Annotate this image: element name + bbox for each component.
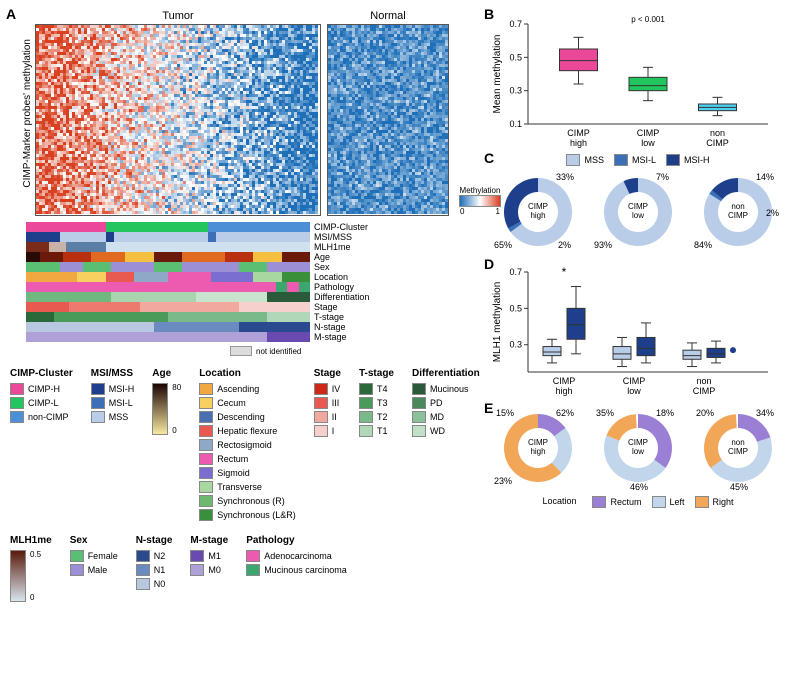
panel-E-legend: LocationRectumLeftRight <box>488 496 786 508</box>
svg-text:0.5: 0.5 <box>509 303 522 313</box>
svg-text:Mean methylation: Mean methylation <box>492 35 503 114</box>
svg-text:high: high <box>570 138 587 148</box>
svg-text:MLH1 methylation: MLH1 methylation <box>492 282 503 363</box>
track-label: MSI/MSS <box>310 232 394 242</box>
legend-block: CIMP-ClusterCIMP-HCIMP-Lnon-CIMPMSI/MSSM… <box>10 368 480 602</box>
panel-D: D 0.30.50.7MLH1 methylation*CIMPhighCIMP… <box>488 260 786 400</box>
svg-text:CIMP: CIMP <box>693 386 716 396</box>
panel-C: C MSSMSI-LMSI-H CIMPhigh65%2%33%CIMPlow9… <box>488 154 786 256</box>
panel-D-label: D <box>484 256 494 272</box>
meth-min: 0 <box>460 207 464 216</box>
heatmap-normal <box>327 24 449 216</box>
figure: A CIMP-Marker probes' methylation Tumor … <box>10 10 776 602</box>
panel-A: A CIMP-Marker probes' methylation Tumor … <box>10 10 480 602</box>
svg-text:CIMP: CIMP <box>706 138 729 148</box>
svg-text:0.7: 0.7 <box>509 267 522 277</box>
not-identified-swatch <box>230 346 252 356</box>
donuts-C: CIMPhigh65%2%33%CIMPlow93%7%nonCIMP84%2%… <box>488 168 786 256</box>
track-label: Stage <box>310 302 394 312</box>
panel-E: E CIMPhigh15%23%62%CIMPlow35%46%18%nonCI… <box>488 404 786 510</box>
right-column: B 0.10.30.50.7Mean methylationCIMPhighCI… <box>488 10 786 602</box>
svg-text:0.7: 0.7 <box>509 19 522 29</box>
boxplot-D: 0.30.50.7MLH1 methylation*CIMPhighCIMPlo… <box>488 260 778 400</box>
svg-text:CIMP: CIMP <box>623 376 646 386</box>
svg-text:high: high <box>555 386 572 396</box>
track-label: Pathology <box>310 282 394 292</box>
track-label: MLH1me <box>310 242 394 252</box>
svg-text:*: * <box>562 265 567 279</box>
track-label: Sex <box>310 262 394 272</box>
tumor-title: Tumor <box>162 10 193 22</box>
svg-text:low: low <box>627 386 641 396</box>
svg-text:p < 0.001: p < 0.001 <box>631 15 665 24</box>
not-identified-legend: not identified <box>230 346 480 356</box>
normal-title: Normal <box>370 10 405 22</box>
track-label: N-stage <box>310 322 394 332</box>
svg-text:0.3: 0.3 <box>509 86 522 96</box>
panel-E-label: E <box>484 400 493 416</box>
svg-text:low: low <box>641 138 655 148</box>
panel-A-label: A <box>6 6 16 22</box>
svg-text:CIMP: CIMP <box>637 128 660 138</box>
track-label: Differentiation <box>310 292 394 302</box>
panel-B: B 0.10.30.50.7Mean methylationCIMPhighCI… <box>488 10 786 150</box>
svg-text:CIMP: CIMP <box>567 128 590 138</box>
annotation-tracks: CIMP-ClusterMSI/MSSMLH1meAgeSexLocationP… <box>26 222 480 342</box>
panel-B-label: B <box>484 6 494 22</box>
track-label: T-stage <box>310 312 394 322</box>
heatmap-tumor <box>35 24 321 216</box>
svg-text:non: non <box>696 376 711 386</box>
svg-text:CIMP: CIMP <box>553 376 576 386</box>
boxplot-B: 0.10.30.50.7Mean methylationCIMPhighCIMP… <box>488 10 778 150</box>
panel-C-legend: MSSMSI-LMSI-H <box>488 154 786 166</box>
donuts-E: CIMPhigh15%23%62%CIMPlow35%46%18%nonCIMP… <box>488 404 786 492</box>
not-identified-label: not identified <box>256 347 301 356</box>
track-label: Age <box>310 252 394 262</box>
svg-text:non: non <box>710 128 725 138</box>
track-label: CIMP-Cluster <box>310 222 394 232</box>
track-label: Location <box>310 272 394 282</box>
svg-text:0.1: 0.1 <box>509 119 522 129</box>
track-label: M-stage <box>310 332 394 342</box>
svg-text:0.5: 0.5 <box>509 52 522 62</box>
panel-C-label: C <box>484 150 494 166</box>
svg-text:0.3: 0.3 <box>509 340 522 350</box>
panel-A-ylabel: CIMP-Marker probes' methylation <box>22 39 33 188</box>
